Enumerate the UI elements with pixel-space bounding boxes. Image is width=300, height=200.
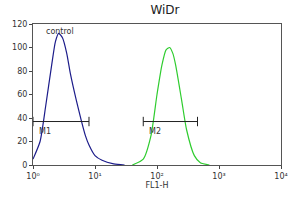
svg-text:80: 80 bbox=[17, 67, 27, 76]
svg-text:10³: 10³ bbox=[212, 172, 225, 181]
svg-text:control: control bbox=[46, 27, 74, 36]
svg-text:0: 0 bbox=[22, 161, 27, 170]
svg-text:FL1-H: FL1-H bbox=[145, 181, 168, 190]
svg-text:10²: 10² bbox=[150, 172, 163, 181]
svg-text:M1: M1 bbox=[39, 127, 51, 136]
svg-text:WiDr: WiDr bbox=[150, 3, 179, 17]
svg-text:100: 100 bbox=[12, 43, 27, 52]
svg-text:120: 120 bbox=[12, 20, 27, 29]
svg-text:10⁴: 10⁴ bbox=[274, 172, 287, 181]
svg-text:10¹: 10¹ bbox=[88, 172, 101, 181]
svg-text:40: 40 bbox=[17, 114, 27, 123]
svg-text:10⁰: 10⁰ bbox=[26, 172, 39, 181]
svg-text:M2: M2 bbox=[149, 127, 161, 136]
svg-text:20: 20 bbox=[17, 137, 27, 146]
svg-text:60: 60 bbox=[17, 90, 27, 99]
